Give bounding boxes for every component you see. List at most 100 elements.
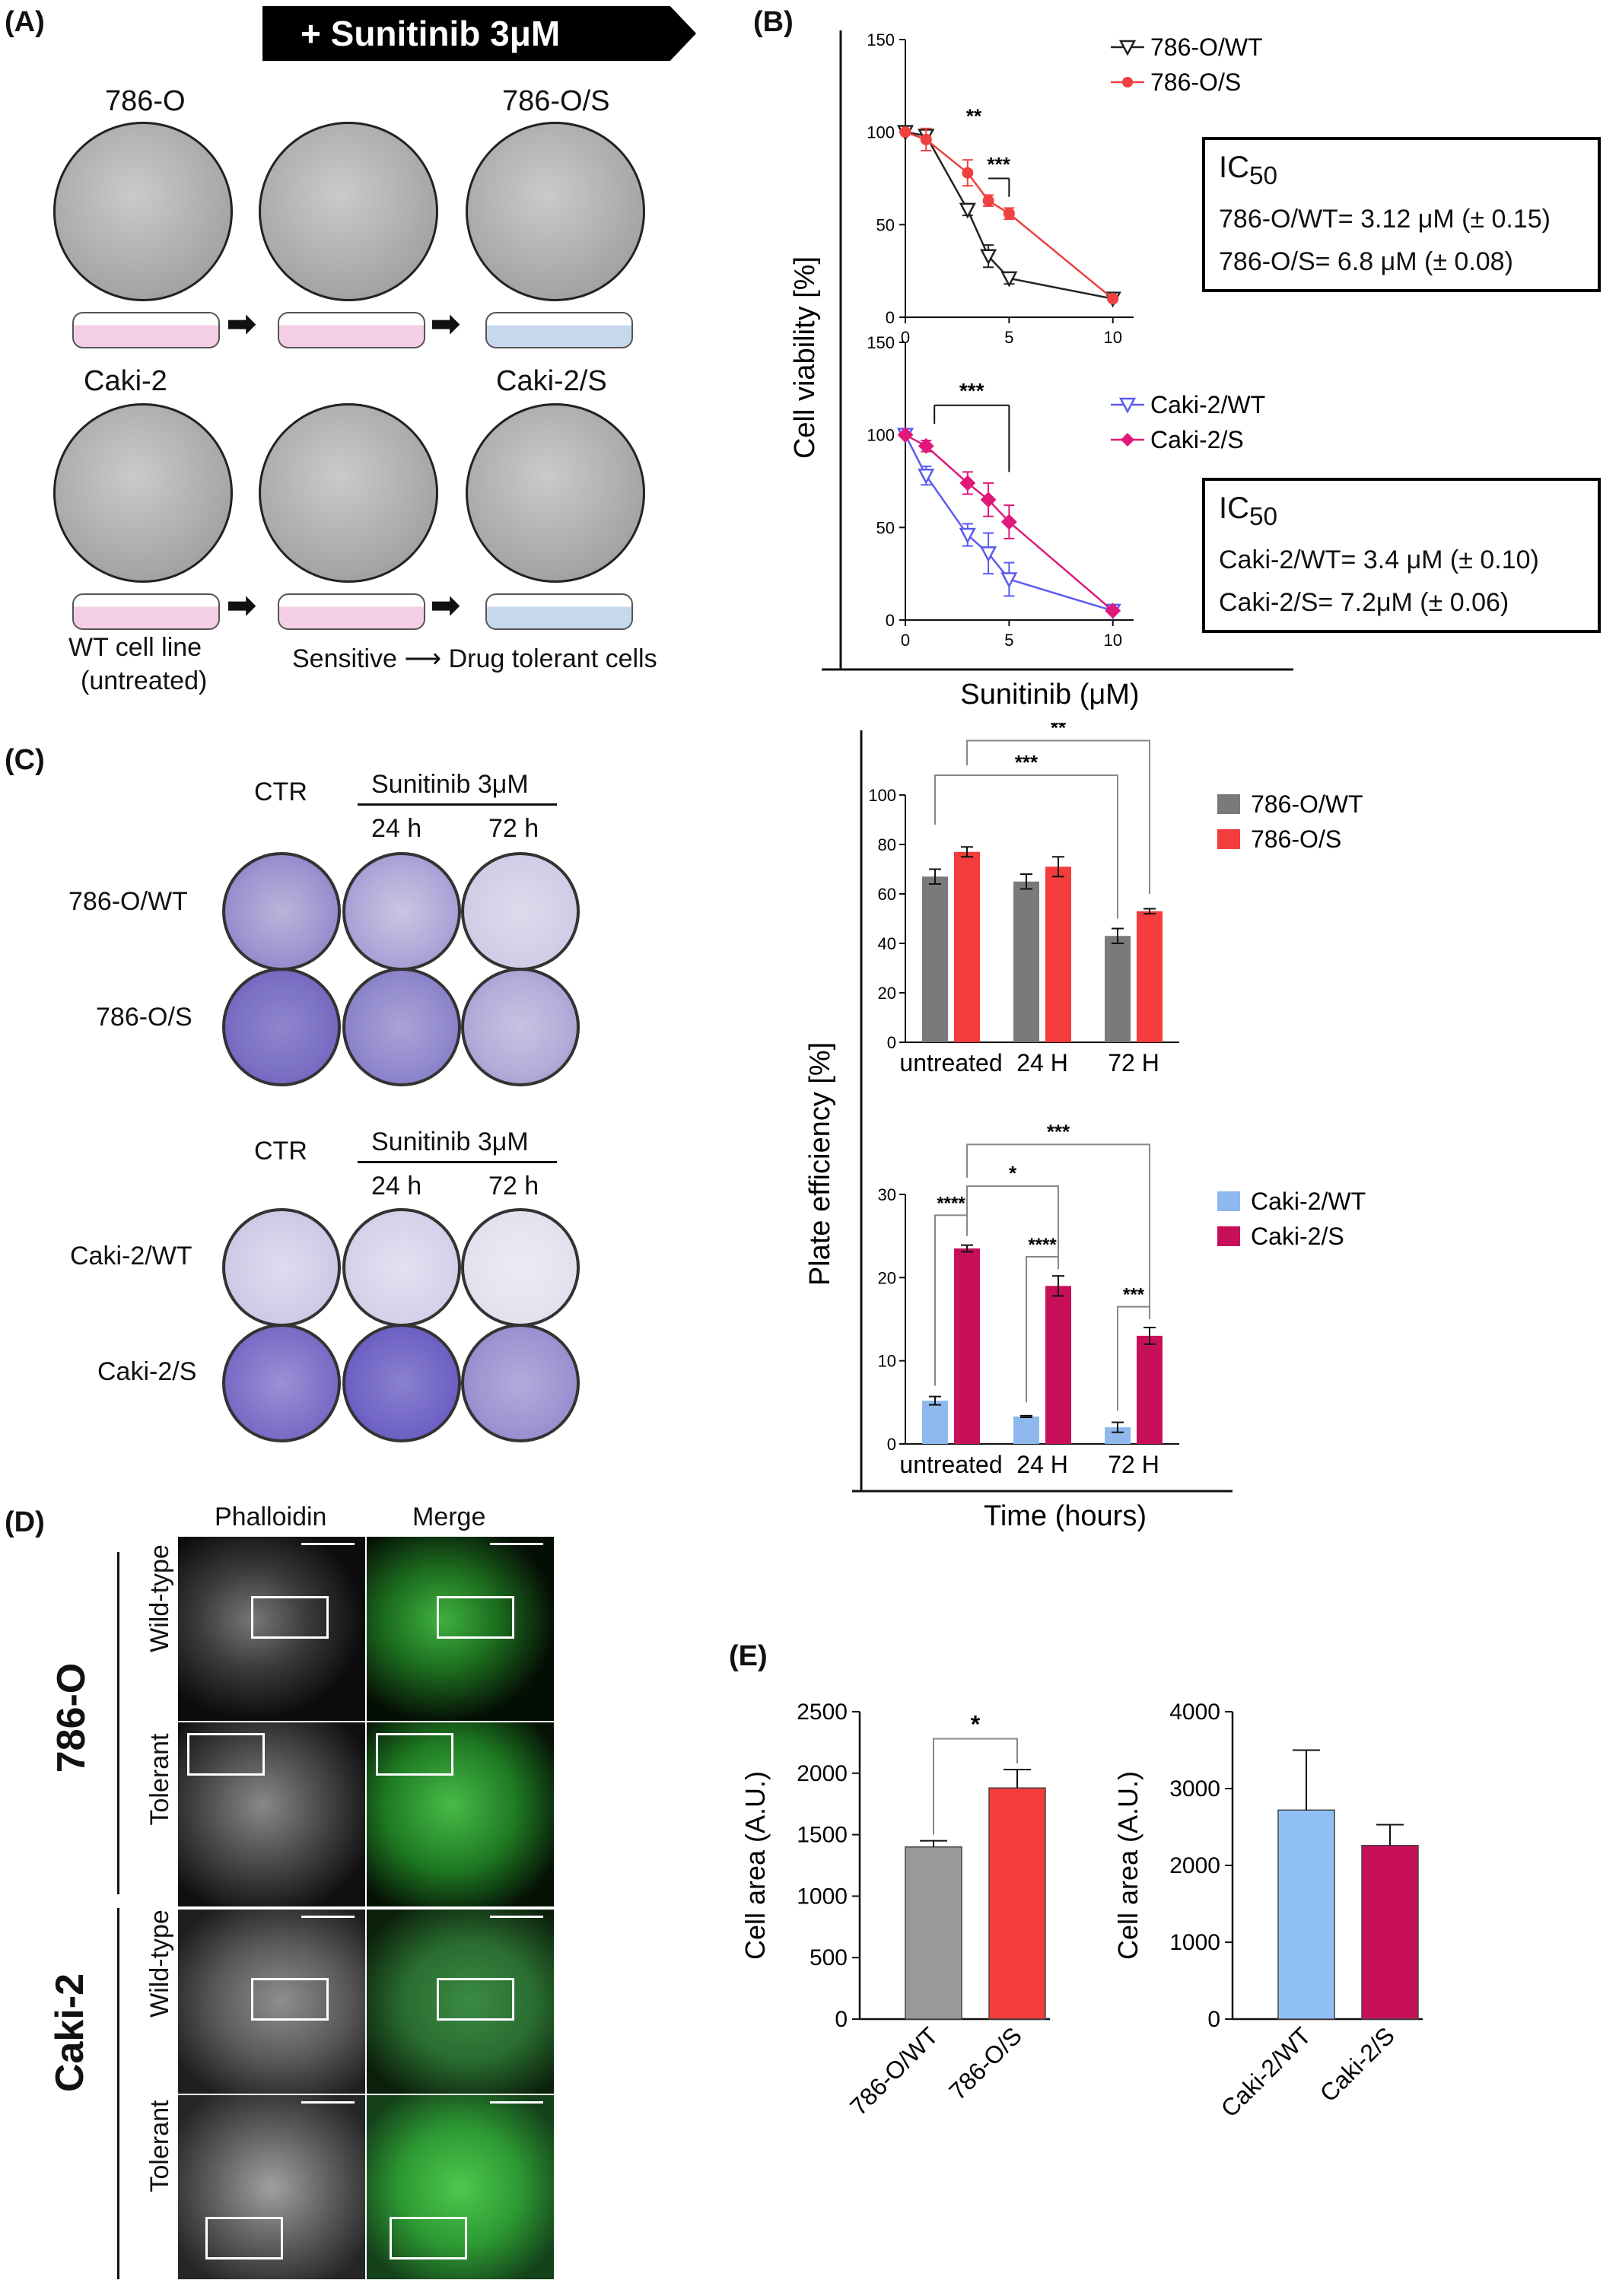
bar [905,1846,962,2020]
y-tick-label: 0 [887,1033,896,1052]
y-tick-label: 50 [876,518,895,537]
significance: *** [988,153,1011,176]
data-point [899,126,911,138]
colony-plate [461,852,580,971]
legend-label: Caki-2/WT [1251,1188,1366,1215]
row-label-caki2-wt: Caki-2/WT [70,1242,192,1270]
x-tick-label: 72 H [1108,1451,1159,1478]
y-tick-label: 30 [878,1185,896,1204]
micrograph-caki2-s [466,403,645,583]
sunitinib-label: Sunitinib 3μM [371,770,529,799]
y-tick-label: 20 [878,1268,896,1287]
y-tick-label: 150 [867,333,895,352]
bar [1045,867,1071,1042]
y-axis-label: Cell viability [%] [789,256,821,459]
significance: * [971,1711,981,1738]
micrograph-phalloidin [177,1721,367,1908]
data-point [1003,208,1015,220]
ic50-caki2-s: Caki-2/S= 7.2μM (± 0.06) [1219,588,1509,617]
significance-bracket [966,739,1150,894]
bar [1137,1335,1163,1444]
label-caki2-s: Caki-2/S [496,365,607,397]
bar [1013,881,1039,1042]
x-tick-label: 5 [1004,631,1013,650]
y-tick-label: 3000 [1169,1776,1220,1802]
dish-icon [278,312,425,348]
y-axis-label: Cell area (A.U.) [1112,1771,1143,1960]
x-tick-label: 786-O/WT [844,2021,943,2120]
wt-cell-line-label: WT cell line [68,633,202,662]
y-tick-label: 0 [887,1435,896,1454]
legend-label: 786-O/S [1150,68,1241,96]
dish-icon [278,593,425,630]
y-tick-label: 1000 [797,1884,848,1909]
arrow-right-icon: ➡ [227,585,256,625]
panel-label-c: (C) [5,744,45,776]
legend-label: Caki-2/S [1150,426,1244,453]
colony-plate [222,968,341,1086]
zoom-box [437,1978,514,2021]
significance: ** [966,105,982,128]
zoom-box [251,1596,329,1639]
y-tick-label: 2000 [1169,1853,1220,1878]
legend-marker [1118,397,1137,414]
scale-bar [301,2101,355,2104]
colony-plate [342,852,461,971]
x-axis-label: Time (hours) [984,1500,1147,1532]
dish-icon [72,312,220,348]
legend-label: 786-O/WT [1251,790,1363,818]
divider [117,1552,119,1894]
row-group-caki2: Caki-2 [48,1973,92,2093]
data-point [1105,603,1121,619]
y-tick-label: 40 [878,934,896,953]
micrograph-merge [365,1535,555,1722]
micrograph-caki2-mid [259,403,438,583]
panel-label-e: (E) [729,1640,768,1672]
arrow-right-icon: ➡ [431,585,460,625]
x-tick-label: Caki-2/S [1315,2021,1400,2107]
bar [954,1248,980,1444]
bar [922,1401,948,1444]
ic50-786o-s: 786-O/S= 6.8 μM (± 0.08) [1219,247,1513,276]
micrograph-phalloidin [177,1535,367,1722]
colony-plate [222,852,341,971]
ic50-caki2-box: IC50 Caki-2/WT= 3.4 μM (± 0.10) Caki-2/S… [1202,478,1601,633]
untreated-label: (untreated) [81,666,208,695]
legend-swatch [1217,794,1240,814]
zoom-box [205,2217,283,2259]
x-tick-label: untreated [899,1451,1002,1478]
data-point [959,202,976,219]
x-tick-label: 10 [1103,328,1121,347]
legend-label: 786-O/WT [1150,33,1263,61]
data-point [980,491,997,508]
y-tick-label: 4000 [1169,1700,1220,1725]
micrograph-merge [365,1721,555,1908]
significance-bracket [933,1738,1018,1835]
dish-icon [485,593,633,630]
x-tick-label: 0 [901,631,910,650]
sunitinib-label: Sunitinib 3μM [371,1127,529,1156]
tolerant-label: Tolerant [145,2100,174,2193]
zoom-box [251,1978,329,2021]
significance: **** [1028,1235,1057,1255]
legend-label: Caki-2/S [1251,1223,1344,1250]
ic50-786o-wt: 786-O/WT= 3.12 μM (± 0.15) [1219,205,1551,234]
dish-icon [485,312,633,348]
significance-bracket [1026,1256,1059,1403]
ic50-sub: 50 [1249,503,1278,531]
tolerant-label: Tolerant [145,1733,174,1826]
data-point [959,475,976,491]
bar [1361,1844,1419,2020]
bar [1045,1286,1071,1444]
h24-label: 24 h [371,1172,422,1200]
y-tick-label: 1500 [797,1823,848,1848]
legend-swatch [1217,1191,1240,1211]
ic50-title: IC [1219,491,1249,525]
colony-plate [461,968,580,1086]
data-point [982,195,994,207]
panel-e-chart: 0 500 1000 1500 2000 2500 Cell area (A.U.) 786-… [740,1700,1423,2123]
micrograph-786o-mid [259,122,438,301]
significance-bracket [966,1185,1059,1261]
colony-plate [222,1208,341,1327]
scale-bar [490,1916,543,1918]
